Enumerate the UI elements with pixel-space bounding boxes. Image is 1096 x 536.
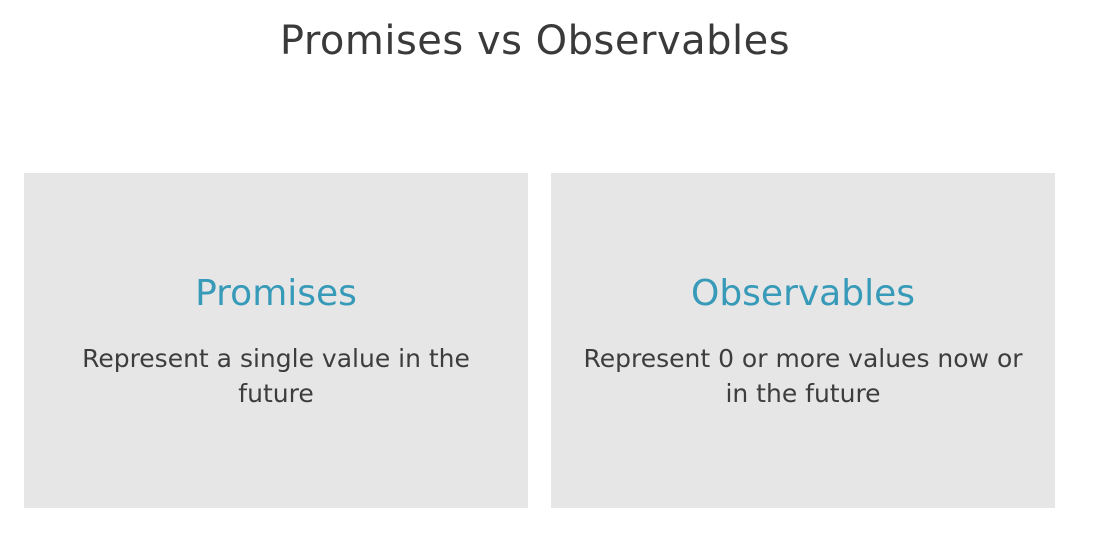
slide-title: Promises vs Observables <box>279 18 791 64</box>
promises-heading: Promises <box>195 273 357 314</box>
observables-card: Observables Represent 0 or more values n… <box>551 173 1055 508</box>
observables-description: Represent 0 or more values now or in the… <box>583 344 1023 408</box>
observables-heading: Observables <box>690 273 915 314</box>
promises-card: Promises Represent a single value in the… <box>24 173 528 508</box>
promises-description: Represent a single value in the future <box>82 344 470 408</box>
